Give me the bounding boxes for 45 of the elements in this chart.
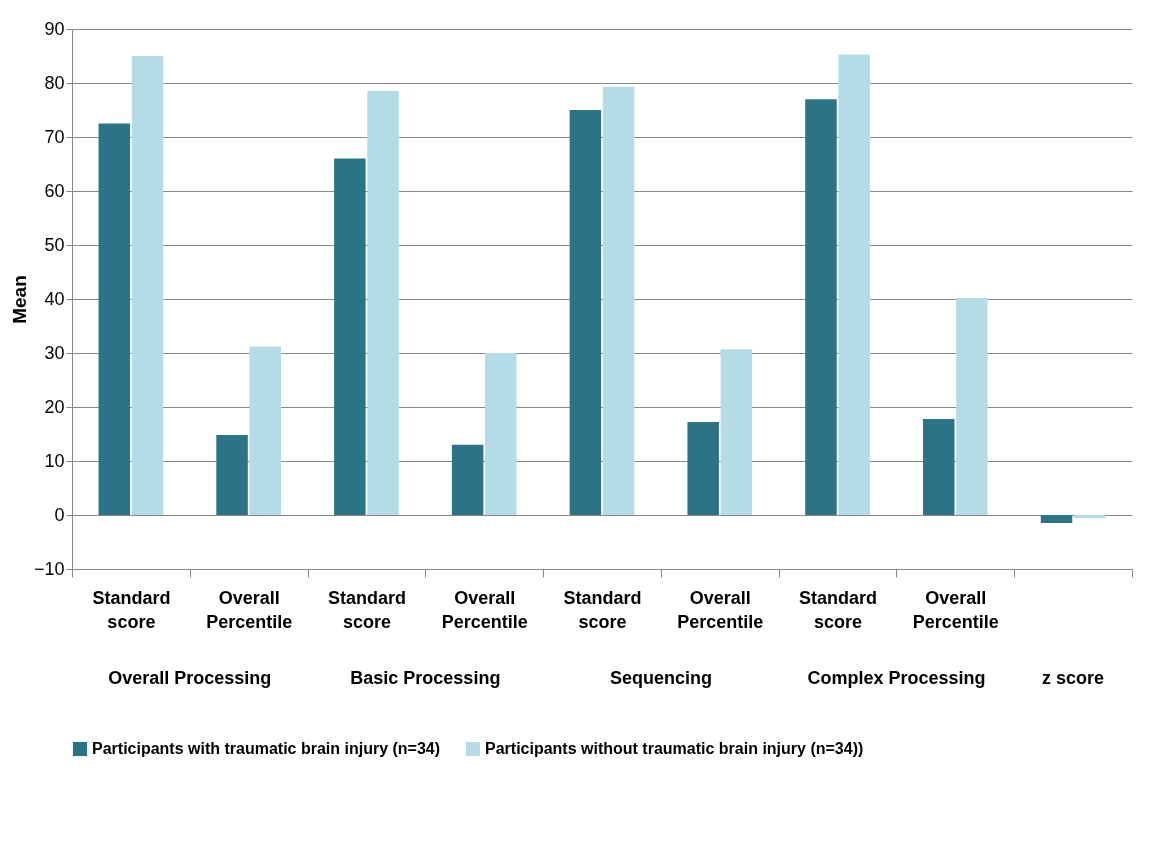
bar xyxy=(367,91,399,515)
y-tick-label: 90 xyxy=(44,18,65,39)
bar xyxy=(838,54,870,515)
bar xyxy=(131,56,164,515)
bar xyxy=(956,297,988,515)
x-tick-label: Standard score xyxy=(327,587,406,632)
y-tick-label: 80 xyxy=(44,72,65,93)
y-tick-label: 20 xyxy=(44,396,65,417)
bar xyxy=(687,422,719,515)
y-tick-label: 0 xyxy=(54,504,65,525)
bar xyxy=(720,349,753,515)
text: Complex Processing xyxy=(807,668,986,688)
x-tick-label: Standard score xyxy=(563,587,642,632)
bar xyxy=(569,110,602,515)
bar xyxy=(602,86,635,515)
x-tick-label: Overall Percentile xyxy=(206,587,293,632)
bar xyxy=(249,346,282,515)
y-tick-label: 10 xyxy=(44,450,65,471)
text: Basic Processing xyxy=(350,668,501,688)
bar xyxy=(485,353,517,515)
x-tick-label: Standard score xyxy=(799,587,878,632)
bar xyxy=(1073,515,1106,519)
y-tick-label: 30 xyxy=(44,342,65,363)
bar xyxy=(334,158,366,515)
bar xyxy=(451,444,484,515)
text: Sequencing xyxy=(609,668,712,688)
y-tick-label: −10 xyxy=(33,558,65,579)
bar xyxy=(805,99,837,515)
bar xyxy=(1040,515,1073,524)
y-axis-title: Mean xyxy=(8,275,30,324)
text: z score xyxy=(1042,668,1105,688)
legend-label: Participants with traumatic brain injury (n=34) xyxy=(92,740,441,757)
y-tick-label: 40 xyxy=(44,288,65,309)
x-tick-label: Overall Percentile xyxy=(677,587,764,632)
bar xyxy=(216,435,248,515)
x-tick-label: Overall Percentile xyxy=(912,587,999,632)
text: Overall Processing xyxy=(108,668,272,688)
y-tick-label: 50 xyxy=(44,234,65,255)
bar xyxy=(98,123,131,515)
bar xyxy=(922,418,955,515)
x-tick-label: Standard score xyxy=(92,587,171,632)
legend-label: Participants without traumatic brain injury (n=34)) xyxy=(485,740,864,757)
y-tick-label: 60 xyxy=(44,180,65,201)
x-tick-label: Overall Percentile xyxy=(441,587,528,632)
y-tick-label: 70 xyxy=(44,126,65,147)
